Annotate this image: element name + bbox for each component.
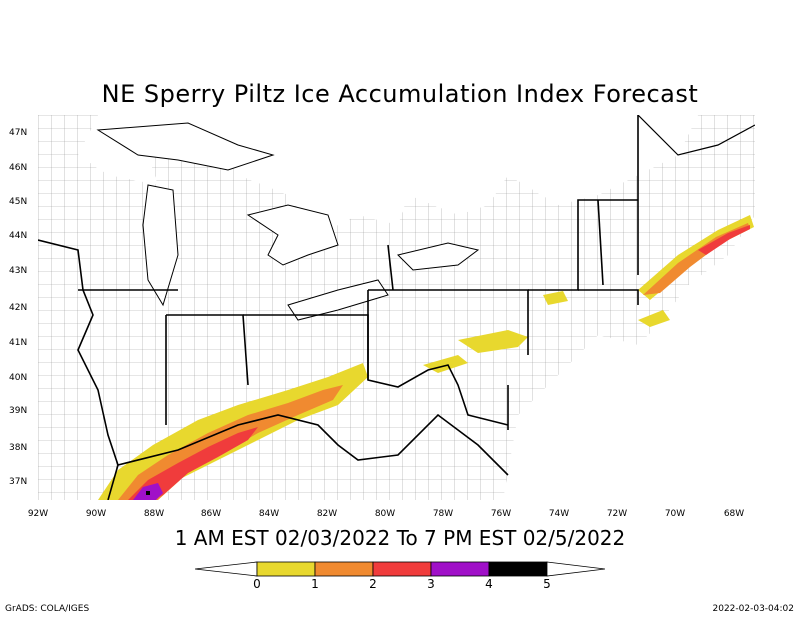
lon-label: 74W [548, 509, 570, 519]
lake-ontario [397, 242, 480, 271]
lon-label: 70W [664, 509, 686, 519]
lake-huron [246, 204, 339, 266]
lon-label: 90W [85, 509, 107, 519]
land [38, 115, 755, 500]
lat-label: 47N [9, 128, 28, 138]
lon-label: 76W [490, 509, 512, 519]
lake-michigan [142, 184, 179, 307]
state-boundaries [38, 115, 639, 500]
lon-label: 72W [606, 509, 628, 519]
lat-label: 37N [9, 477, 28, 487]
ice-accumulation-map [38, 115, 755, 500]
lake-erie [287, 279, 389, 321]
lon-label: 80W [374, 509, 396, 519]
legend-arrow-left [194, 561, 258, 577]
lon-label: 84W [258, 509, 280, 519]
legend-swatch [256, 561, 316, 577]
lon-label: 88W [143, 509, 165, 519]
lat-label: 38N [9, 443, 28, 453]
color-bar [194, 561, 606, 577]
forecast-period: 1 AM EST 02/03/2022 To 7 PM EST 02/5/202… [174, 526, 626, 550]
legend-swatch [314, 561, 374, 577]
lon-label: 86W [200, 509, 222, 519]
map-svg [38, 115, 755, 500]
lon-label: 78W [432, 509, 454, 519]
color-bar-legend [194, 560, 606, 584]
map-title: NE Sperry Piltz Ice Accumulation Index F… [101, 80, 699, 108]
lat-label: 46N [9, 163, 28, 173]
lat-label: 40N [9, 373, 28, 383]
lon-label: 92W [27, 509, 49, 519]
legend-label: 4 [485, 577, 493, 591]
ice-band-4-5 [146, 491, 150, 495]
legend-label: 5 [543, 577, 551, 591]
coastline [637, 115, 755, 156]
lat-label: 39N [9, 406, 28, 416]
credit-text: GrADS: COLA/IGES [5, 604, 90, 614]
legend-label: 2 [369, 577, 377, 591]
lat-label: 45N [9, 197, 28, 207]
lat-label: 41N [9, 338, 28, 348]
legend-label: 3 [427, 577, 435, 591]
legend-swatch [430, 561, 490, 577]
ice-band-2-3 [128, 427, 258, 500]
legend-arrow-right [546, 561, 606, 577]
ice-shading [98, 215, 754, 500]
lake-superior [96, 122, 275, 171]
legend-label: 0 [253, 577, 261, 591]
lon-label: 82W [316, 509, 338, 519]
legend-swatch [488, 561, 548, 577]
legend-label: 1 [311, 577, 319, 591]
timestamp: 2022-02-03-04:02 [712, 604, 795, 614]
lat-label: 42N [9, 303, 28, 313]
great-lakes [96, 122, 480, 321]
lon-label: 68W [723, 509, 745, 519]
lat-label: 43N [9, 266, 28, 276]
legend-swatch [372, 561, 432, 577]
lat-label: 44N [9, 231, 28, 241]
